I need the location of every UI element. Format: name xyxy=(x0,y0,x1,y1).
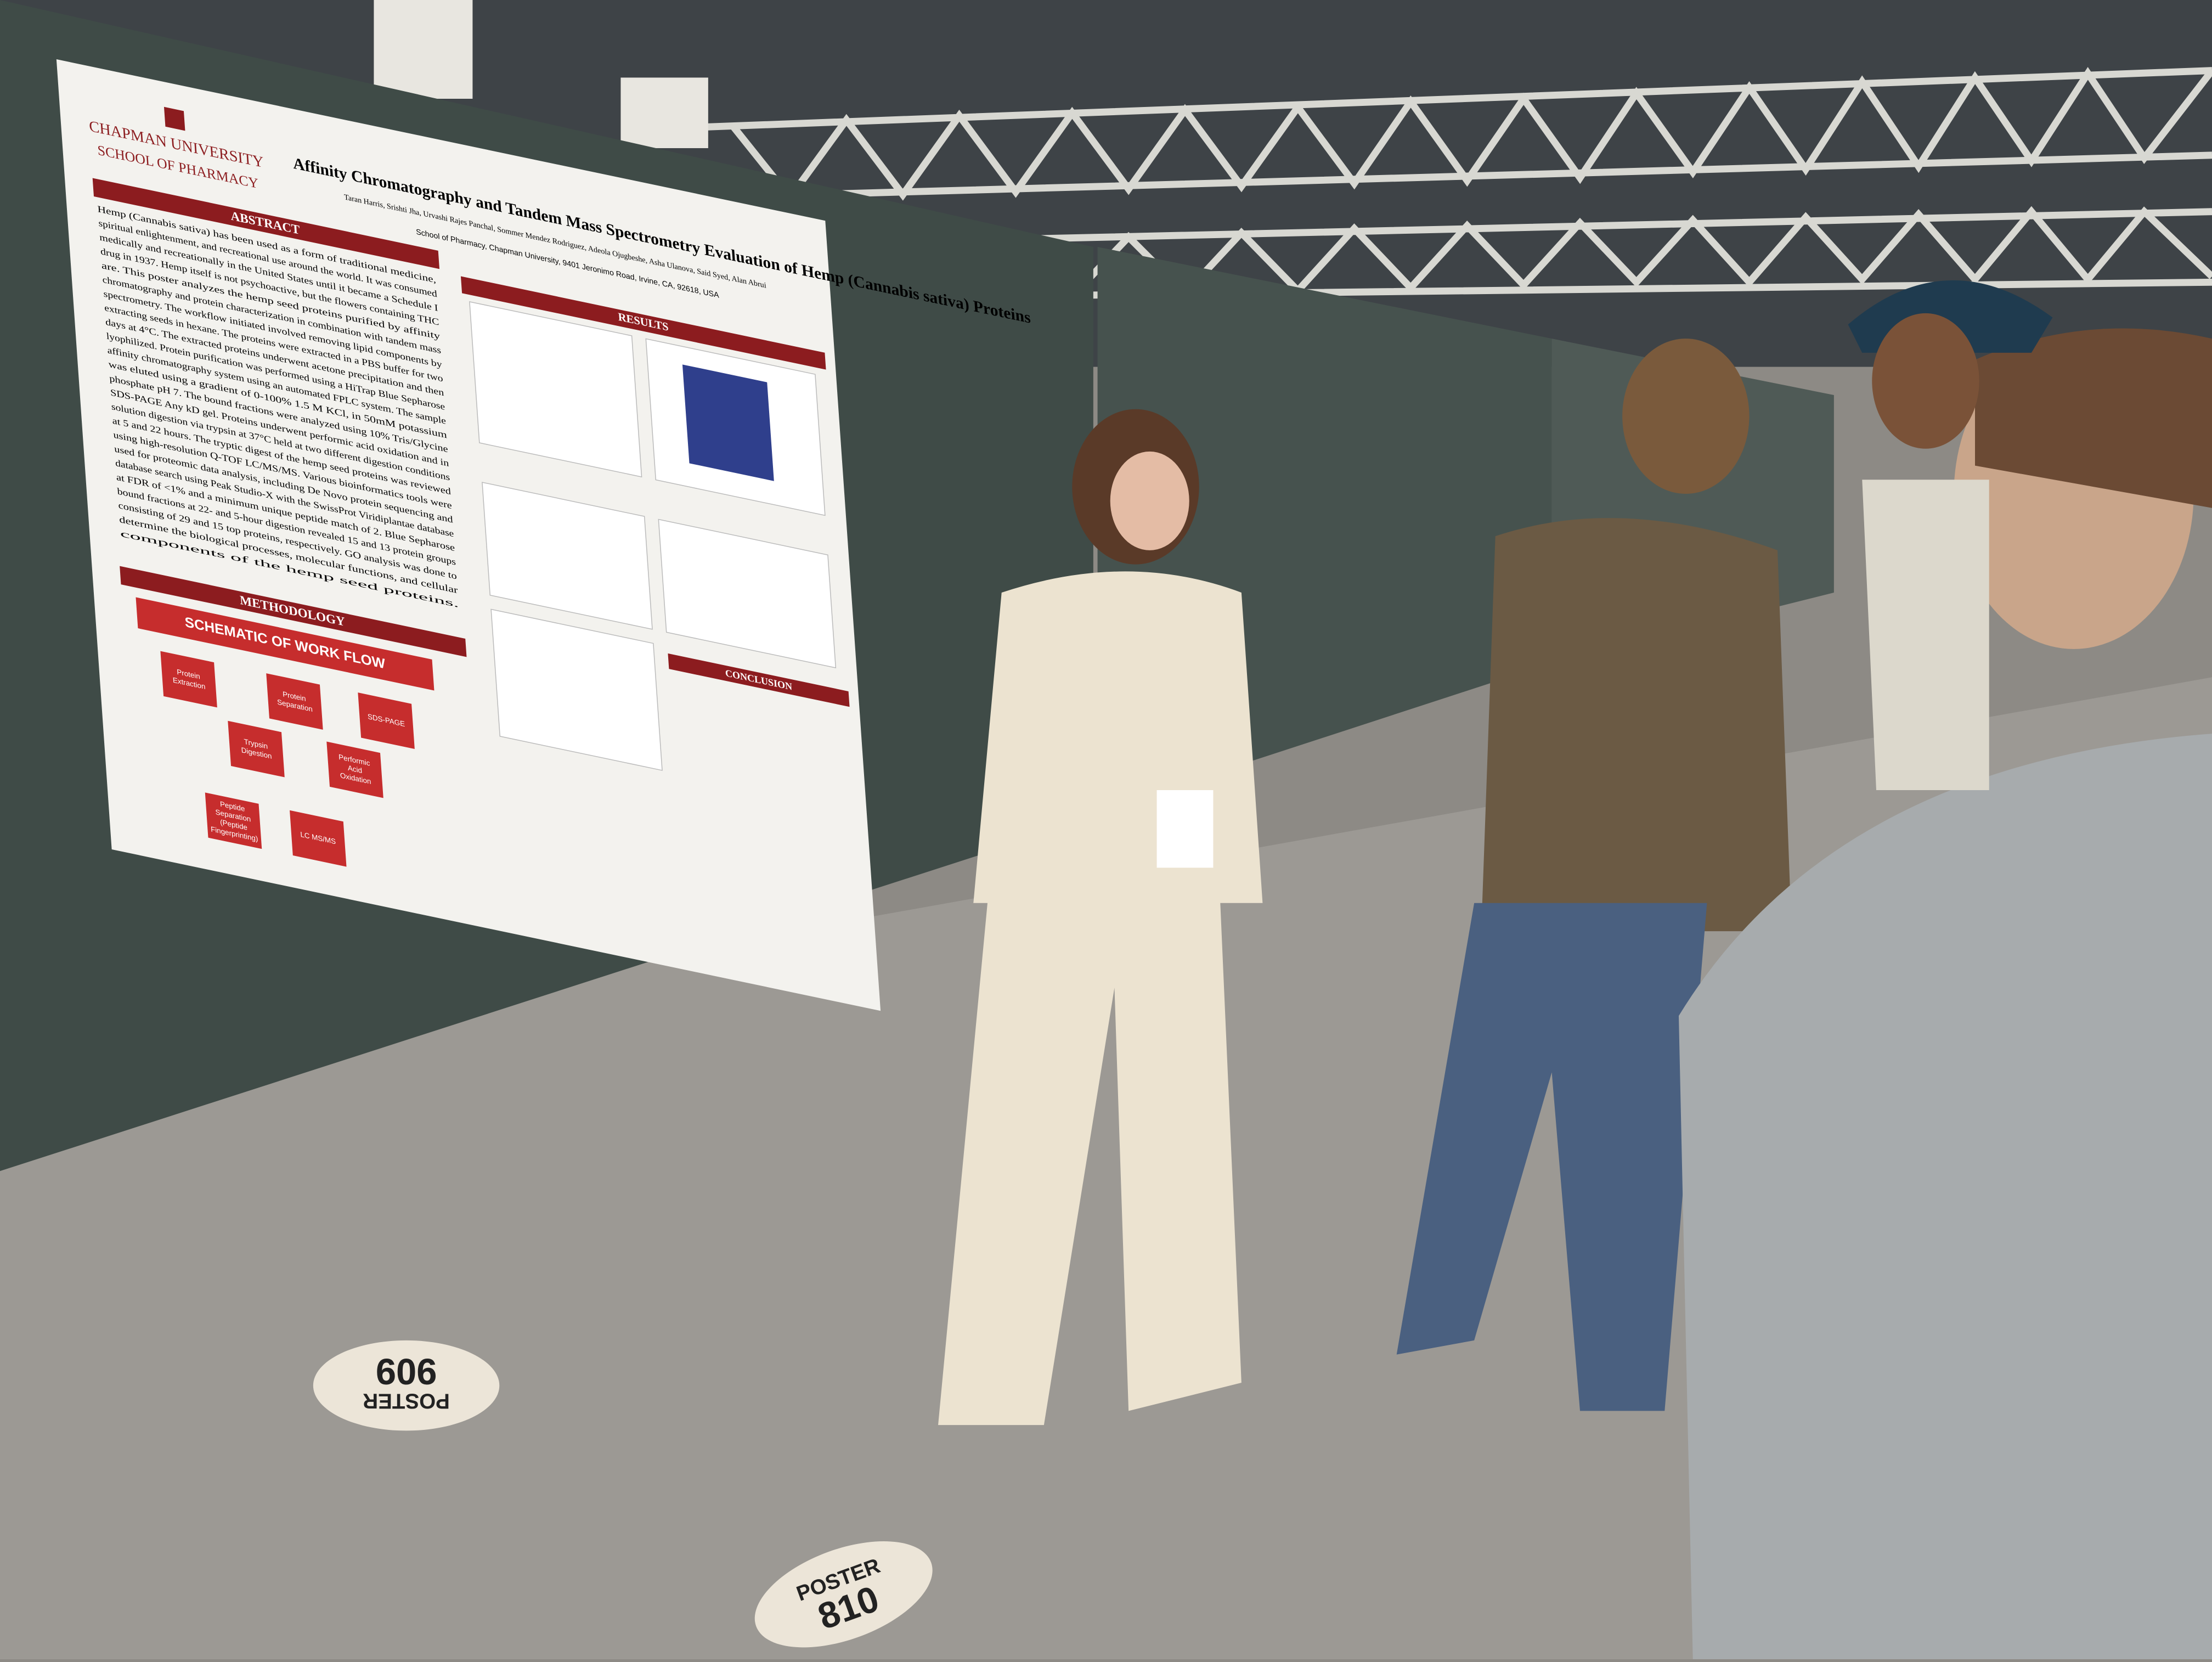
section-bar xyxy=(668,653,850,707)
column xyxy=(620,77,708,148)
gel-image xyxy=(682,364,774,481)
presenter xyxy=(938,409,1263,1426)
attendee xyxy=(1679,328,2212,1659)
figure-panel xyxy=(482,482,653,630)
section-bar xyxy=(120,566,467,657)
workflow-step xyxy=(326,741,383,798)
figure-panel xyxy=(658,519,837,668)
figure-panel xyxy=(469,301,642,478)
workflow-step xyxy=(290,810,347,867)
marker-disc xyxy=(754,1541,933,1648)
section-bar xyxy=(460,276,826,370)
attendee xyxy=(1848,280,2053,790)
attendee xyxy=(1396,339,1792,1411)
column xyxy=(374,0,473,99)
workflow-step xyxy=(266,673,323,730)
marker-disc xyxy=(313,1340,500,1431)
section-bar xyxy=(92,178,440,269)
workflow-step xyxy=(358,692,415,749)
workflow-step xyxy=(160,651,217,708)
figure-panel xyxy=(490,609,663,771)
schematic-banner xyxy=(136,597,435,691)
workflow-step-label: Acid xyxy=(347,764,362,775)
marker-label: POSTER xyxy=(363,1389,450,1413)
marker-number: 909 xyxy=(376,1351,437,1392)
trusses xyxy=(705,66,2212,302)
logo-mark xyxy=(163,106,185,131)
poster-sheet xyxy=(56,59,881,1011)
workflow-step xyxy=(228,720,285,778)
workflow-step xyxy=(205,792,262,849)
